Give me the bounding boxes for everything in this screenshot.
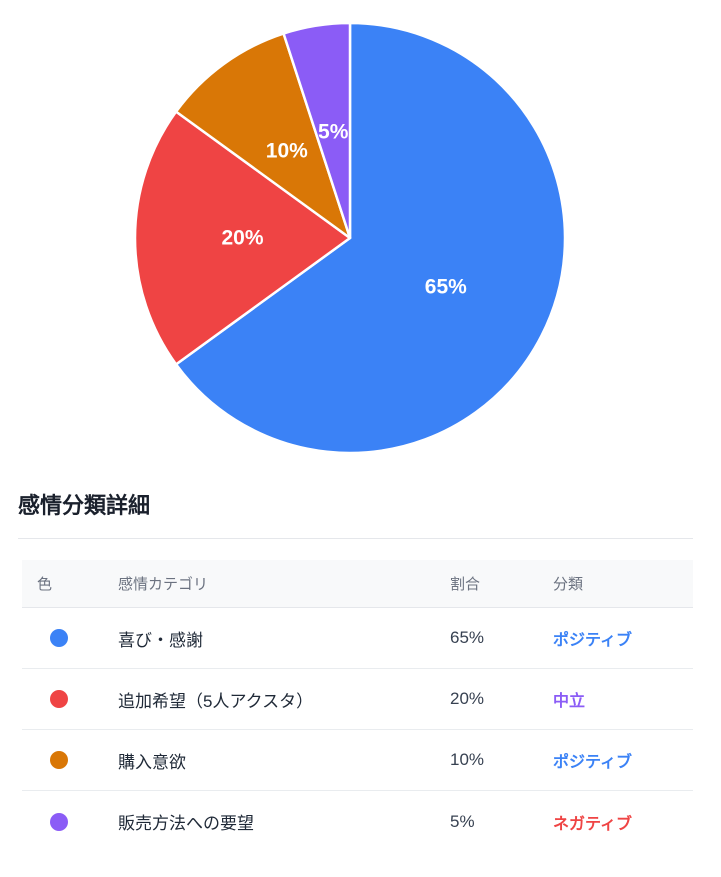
table-header-row: 色 感情カテゴリ 割合 分類 [22,560,693,609]
color-dot-icon [50,690,68,709]
header-classification: 分類 [553,576,584,594]
sentiment-table: 色 感情カテゴリ 割合 分類 喜び・感謝 65% ポジティブ 追加希望（5人アクスタ）… [22,560,693,853]
table-row: 喜び・感謝 65% ポジティブ [22,608,693,670]
pie-slice-label-2: 20% [221,227,263,250]
pie-slice-label-1: 65% [425,275,467,298]
section-divider [18,538,693,540]
color-dot-icon [50,629,68,648]
cell-classification: ネガティブ [553,815,633,833]
sentiment-pie-chart: 65% 20% 10% 5% [133,21,567,455]
cell-classification: 中立 [553,693,586,711]
sentiment-pie-chart-area: 65% 20% 10% 5% [133,21,567,455]
cell-color [22,751,118,770]
table-row: 追加希望（5人アクスタ） 20% 中立 [22,669,693,731]
cell-color [22,690,118,709]
table-body: 喜び・感謝 65% ポジティブ 追加希望（5人アクスタ） 20% 中立 購入意欲 10% ポジテ… [22,608,693,853]
color-dot-icon [50,812,68,831]
cell-color [22,629,118,648]
pie-slice-4[interactable] [282,21,352,240]
cell-share: 5% [450,811,475,831]
details-section: 感情分類詳細 色 感情カテゴリ 割合 分類 喜び・感謝 65% ポジティブ 追加希望（… [0,493,721,853]
table-row: 購入意欲 10% ポジティブ [22,730,693,792]
cell-share: 10% [450,750,485,770]
header-share: 割合 [450,576,481,594]
header-color: 色 [37,576,53,594]
section-title: 感情分類詳細 [18,493,151,518]
color-dot-icon [50,751,68,770]
table-row: 販売方法への要望 5% ネガティブ [22,791,693,853]
header-category: 感情カテゴリ [118,576,209,594]
cell-classification: ポジティブ [553,632,633,650]
cell-classification: ポジティブ [553,754,633,772]
pie-slice-1[interactable] [174,21,567,455]
pie-slice-2[interactable] [133,110,352,366]
cell-color [22,812,118,831]
cell-category: 購入意欲 [118,752,186,772]
pie-slice-label-3: 10% [266,140,308,163]
pie-slice-3[interactable] [174,32,352,240]
pie-slice-label-4: 5% [318,120,349,143]
cell-share: 65% [450,628,485,648]
cell-share: 20% [450,689,485,709]
cell-category: 喜び・感謝 [118,630,203,650]
cell-category: 販売方法への要望 [118,814,254,834]
cell-category: 追加希望（5人アクスタ） [118,691,314,711]
